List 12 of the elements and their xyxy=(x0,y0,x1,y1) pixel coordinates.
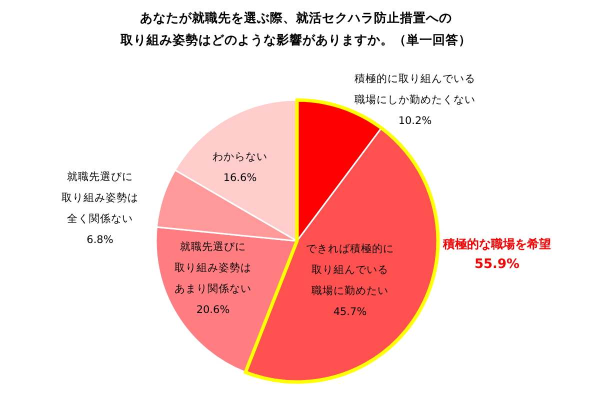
data-label: 45.7% xyxy=(333,306,367,318)
data-label: 6.8% xyxy=(86,234,114,246)
chart-title: あなたが就職先を選ぶ際、就活セクハラ防止措置への取り組み姿勢はどのような影響がありますか。（単一回答） xyxy=(120,10,472,47)
slice-label: わからない xyxy=(212,151,268,163)
data-label: 20.6% xyxy=(196,304,230,316)
slice-label: できれば積極的に取り組んでいる職場に勤めたい xyxy=(306,243,394,297)
slice-label: 就職先選びに取り組み姿勢は全く関係ない xyxy=(62,170,138,225)
slice-label: 就職先選びに取り組み姿勢はあまり関係ない xyxy=(174,240,252,295)
text: 積極的な職場を希望 55.9% xyxy=(442,237,551,272)
slice-label: 積極的に取り組んでいる職場にしか勤めたくない xyxy=(354,73,476,106)
data-label: 16.6% xyxy=(223,172,257,184)
data-label: 10.2% xyxy=(398,115,432,127)
